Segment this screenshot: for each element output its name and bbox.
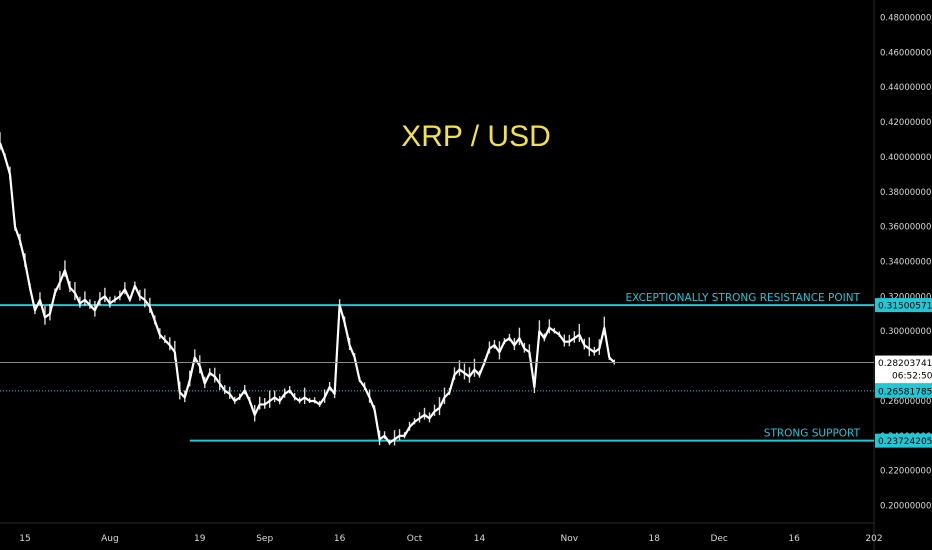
current-price-tag: [875, 355, 932, 384]
time-axis[interactable]: 15 Aug 19 Sep 16 Oct 14 Nov 18 Dec 16 202: [19, 534, 882, 544]
level-label: EXCEPTIONALLY STRONG RESISTANCE POINT: [626, 292, 861, 304]
time-tick-label: 16: [788, 534, 800, 544]
chart-title: XRP / USD: [401, 120, 551, 153]
level-price-tag-text: 0.31500571: [878, 302, 932, 312]
price-series: [0, 132, 616, 446]
level-price-tag: [875, 383, 932, 398]
time-tick-label: Oct: [407, 534, 423, 544]
price-tick-label: 0.26000000: [880, 397, 931, 407]
price-tick-label: 0.34000000: [880, 258, 931, 268]
time-tick-label: Aug: [101, 534, 119, 544]
current-price-marker: 0.28203741 06:52:50: [0, 355, 932, 384]
time-tick-label: 16: [334, 534, 346, 544]
price-tick-label: 0.20000000: [880, 502, 931, 512]
price-tick-label: 0.36000000: [880, 223, 931, 233]
price-tick-label: 0.22000000: [880, 467, 931, 477]
price-tick-label: 0.42000000: [880, 118, 931, 128]
time-tick-label: 19: [194, 534, 206, 544]
time-tick-label: Sep: [256, 534, 273, 544]
level-price-tag-text: 0.23724205: [878, 437, 932, 447]
current-price-tag-text: 0.28203741: [878, 359, 932, 369]
level-price-tag: [875, 433, 932, 448]
horizontal-levels[interactable]: EXCEPTIONALLY STRONG RESISTANCE POINT 0.3…: [0, 292, 932, 448]
price-tick-label: 0.46000000: [880, 48, 931, 58]
price-tick-label: 0.48000000: [880, 13, 931, 23]
level-price-tag: [875, 298, 932, 313]
time-tick-label: 202: [865, 534, 882, 544]
price-tick-label: 0.30000000: [880, 327, 931, 337]
time-tick-label: 14: [474, 534, 486, 544]
level-label: STRONG SUPPORT: [764, 428, 861, 440]
price-line: [0, 142, 616, 444]
bar-countdown-text: 06:52:50: [892, 372, 932, 382]
price-tick-label: 0.32000000: [880, 292, 931, 302]
time-tick-label: Dec: [710, 534, 727, 544]
time-tick-label: Nov: [561, 534, 579, 544]
time-tick-label: 18: [649, 534, 661, 544]
time-tick-label: 15: [19, 534, 30, 544]
price-tick-label: 0.40000000: [880, 153, 931, 163]
level-price-tag-text: 0.26581785: [878, 387, 932, 397]
price-tick-label: 0.44000000: [880, 83, 931, 93]
price-tick-label: 0.38000000: [880, 188, 931, 198]
